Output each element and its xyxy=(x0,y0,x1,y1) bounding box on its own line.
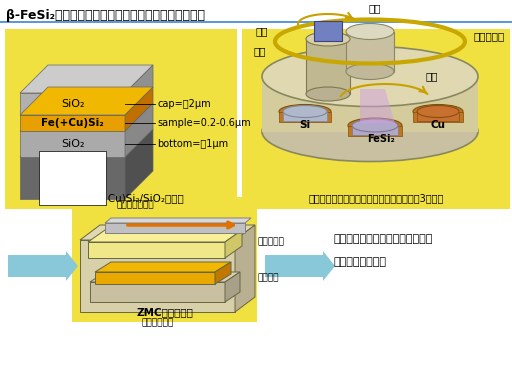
Bar xyxy=(279,111,331,121)
Bar xyxy=(105,223,245,233)
Polygon shape xyxy=(105,218,251,223)
Text: 回転: 回転 xyxy=(425,71,437,81)
Ellipse shape xyxy=(262,101,478,162)
Bar xyxy=(348,126,402,136)
Text: 基板: 基板 xyxy=(256,26,268,36)
Polygon shape xyxy=(20,115,125,131)
Polygon shape xyxy=(20,103,153,131)
Ellipse shape xyxy=(306,32,350,46)
Text: FeSi₂: FeSi₂ xyxy=(367,134,395,144)
Text: SiO₂: SiO₂ xyxy=(61,99,84,109)
Text: 歪みの導入を検討: 歪みの導入を検討 xyxy=(334,257,387,267)
Bar xyxy=(413,111,463,121)
Polygon shape xyxy=(20,129,153,157)
Polygon shape xyxy=(20,131,125,157)
Polygon shape xyxy=(90,282,225,302)
Text: 高周波マグネトロンスパッタリング装置（3極式）: 高周波マグネトロンスパッタリング装置（3極式） xyxy=(308,193,444,203)
Text: Si基板: Si基板 xyxy=(61,173,84,183)
Text: 結晶化、相転移メカニズムの検討: 結晶化、相転移メカニズムの検討 xyxy=(334,234,433,244)
Ellipse shape xyxy=(283,106,327,118)
Ellipse shape xyxy=(306,87,350,101)
Ellipse shape xyxy=(348,118,402,133)
Text: セキエイ板: セキエイ板 xyxy=(258,237,285,247)
Polygon shape xyxy=(125,87,153,131)
Polygon shape xyxy=(125,65,153,115)
Bar xyxy=(242,29,510,209)
Ellipse shape xyxy=(279,104,331,119)
Polygon shape xyxy=(235,225,255,312)
Polygon shape xyxy=(88,242,225,258)
Polygon shape xyxy=(80,240,235,312)
Ellipse shape xyxy=(352,119,398,132)
Text: bottom=約1μm: bottom=約1μm xyxy=(157,139,228,149)
Polygon shape xyxy=(20,157,125,199)
Polygon shape xyxy=(90,272,240,282)
Bar xyxy=(283,111,327,121)
Polygon shape xyxy=(80,225,255,240)
Text: サンプル: サンプル xyxy=(258,273,280,283)
Text: Cu: Cu xyxy=(431,121,445,131)
Text: 対極: 対極 xyxy=(254,46,267,56)
Text: Fe(+Cu)Si₂: Fe(+Cu)Si₂ xyxy=(41,118,104,128)
Text: SiO₂/Fe(+Cu)Si₂/SiO₂三層膜: SiO₂/Fe(+Cu)Si₂/SiO₂三層膜 xyxy=(58,193,184,203)
Polygon shape xyxy=(95,272,215,284)
Polygon shape xyxy=(215,262,231,284)
Polygon shape xyxy=(125,103,153,157)
Polygon shape xyxy=(20,87,153,115)
FancyArrow shape xyxy=(265,251,335,281)
Text: ラインヒーター: ラインヒーター xyxy=(116,200,154,209)
Bar xyxy=(417,111,459,121)
Text: シャッター: シャッター xyxy=(474,31,505,41)
Text: SiO₂: SiO₂ xyxy=(61,139,84,149)
Polygon shape xyxy=(20,65,153,93)
Text: 回転: 回転 xyxy=(369,3,381,13)
Bar xyxy=(346,31,394,71)
Text: cap=約2μm: cap=約2μm xyxy=(157,99,210,109)
Bar xyxy=(262,76,478,131)
Polygon shape xyxy=(225,272,240,302)
Text: 下部ヒーター: 下部ヒーター xyxy=(141,318,174,327)
Text: ZMC装置の概要: ZMC装置の概要 xyxy=(136,307,193,317)
Polygon shape xyxy=(360,89,395,124)
Ellipse shape xyxy=(262,46,478,106)
Ellipse shape xyxy=(413,104,463,119)
Ellipse shape xyxy=(346,23,394,40)
Text: sample=0.2-0.6μm: sample=0.2-0.6μm xyxy=(157,118,251,128)
Text: β-FeSi₂半導体薄膜ゾーンメルティング法による作製: β-FeSi₂半導体薄膜ゾーンメルティング法による作製 xyxy=(6,9,205,22)
Text: Si: Si xyxy=(300,121,311,131)
Polygon shape xyxy=(88,230,242,242)
Bar xyxy=(306,39,350,94)
FancyArrow shape xyxy=(8,251,78,281)
Polygon shape xyxy=(225,230,242,258)
Ellipse shape xyxy=(417,106,459,118)
Polygon shape xyxy=(95,262,231,272)
Polygon shape xyxy=(125,129,153,199)
Bar xyxy=(0,20,512,23)
Bar xyxy=(314,21,342,41)
Bar xyxy=(72,197,257,322)
Polygon shape xyxy=(20,93,125,115)
Ellipse shape xyxy=(346,63,394,79)
Bar xyxy=(5,29,237,209)
Bar xyxy=(352,126,398,134)
